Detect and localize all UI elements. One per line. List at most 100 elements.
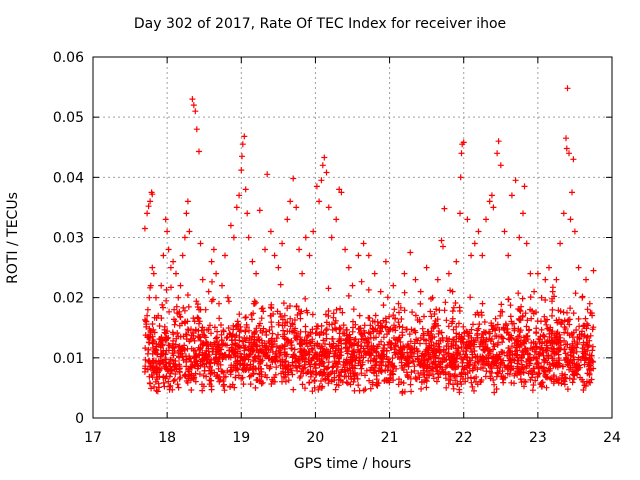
data-point (170, 378, 177, 384)
data-point (165, 246, 172, 253)
x-tick-label: 19 (232, 430, 250, 446)
data-point (523, 358, 530, 365)
y-tick-label: 0.06 (53, 50, 84, 66)
data-point (239, 153, 245, 160)
data-point (202, 352, 209, 359)
data-point (322, 352, 329, 359)
data-point (190, 315, 197, 322)
data-point (411, 340, 418, 347)
data-point (515, 290, 522, 297)
data-point (318, 329, 325, 335)
data-point (580, 378, 587, 385)
data-point (466, 368, 473, 374)
data-point (443, 343, 450, 349)
data-point (160, 252, 167, 259)
data-point (305, 356, 312, 363)
data-point (341, 373, 348, 380)
data-point (401, 362, 408, 369)
data-point (500, 374, 507, 381)
data-point (516, 234, 523, 241)
data-point (252, 384, 259, 391)
data-point (333, 306, 340, 313)
data-point (207, 377, 214, 384)
data-point (425, 351, 432, 358)
data-point (386, 313, 393, 320)
data-point (263, 362, 270, 369)
data-point (457, 371, 464, 378)
data-point (188, 387, 195, 393)
data-point (484, 344, 491, 351)
data-point (549, 288, 556, 295)
data-point (302, 323, 309, 330)
data-point (176, 343, 183, 350)
data-point (249, 347, 256, 354)
data-point (532, 377, 539, 384)
data-point (323, 331, 330, 338)
data-point (417, 300, 424, 307)
data-point (491, 325, 498, 332)
data-point (422, 348, 429, 355)
data-point (397, 304, 404, 311)
data-point (561, 317, 568, 324)
data-point (441, 205, 448, 212)
data-point (182, 331, 189, 338)
data-point (245, 356, 252, 363)
data-point (240, 367, 247, 374)
data-point (556, 316, 562, 323)
data-point (518, 379, 525, 386)
data-point (213, 373, 220, 380)
data-point (521, 183, 528, 190)
data-point (513, 342, 520, 349)
data-point (544, 338, 551, 344)
data-point (171, 321, 178, 328)
data-point (588, 310, 595, 317)
data-point (406, 331, 413, 338)
data-point (216, 315, 223, 322)
data-point (172, 358, 179, 364)
data-point (398, 349, 405, 356)
data-point (431, 351, 437, 358)
data-point (247, 361, 254, 368)
data-point (195, 333, 201, 340)
data-point (146, 380, 153, 387)
data-point (336, 326, 343, 333)
data-point (325, 285, 332, 292)
data-point (364, 340, 370, 346)
data-point (284, 305, 291, 312)
data-point (175, 333, 182, 340)
data-point (401, 270, 408, 277)
data-point (420, 330, 427, 337)
data-point (589, 326, 596, 333)
data-point (253, 377, 260, 383)
data-point (535, 371, 542, 378)
data-point (443, 317, 450, 324)
data-point (307, 373, 314, 380)
data-point (173, 270, 179, 277)
data-point (366, 315, 373, 321)
data-point (450, 385, 457, 392)
data-point (168, 356, 175, 363)
data-point (428, 313, 435, 320)
data-point (177, 350, 184, 357)
data-point (225, 325, 232, 331)
data-point (448, 320, 455, 327)
data-point (566, 321, 573, 328)
data-point (255, 365, 262, 372)
data-point (199, 324, 206, 331)
data-point (590, 359, 597, 365)
data-point (372, 348, 379, 355)
data-point (471, 375, 478, 382)
data-point (389, 370, 396, 377)
data-point (196, 306, 203, 313)
data-point (322, 311, 329, 318)
data-point (147, 282, 154, 289)
data-point (370, 342, 377, 349)
data-point (440, 243, 446, 250)
data-point (447, 377, 454, 384)
x-axis-label: GPS time / hours (293, 456, 412, 472)
data-point (553, 361, 560, 368)
data-point (434, 316, 441, 323)
data-point (291, 317, 298, 323)
data-point (367, 322, 374, 329)
data-point (320, 337, 327, 344)
